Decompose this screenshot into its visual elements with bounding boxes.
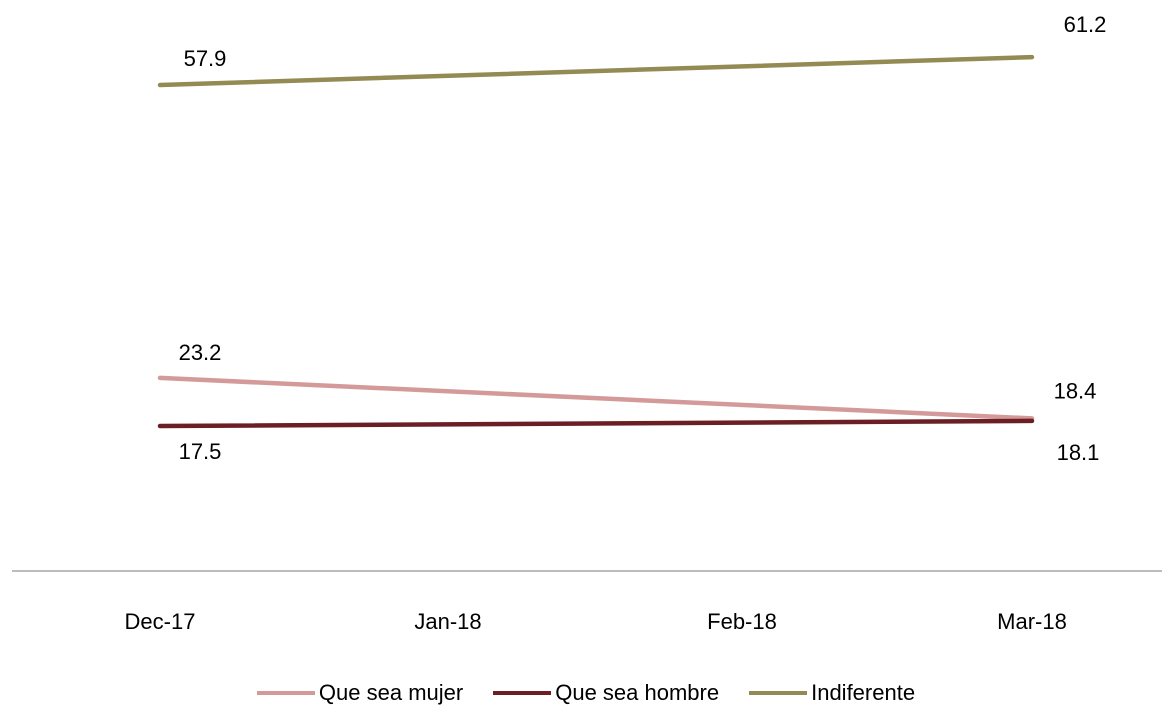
line-chart: Dec-17 Jan-18 Feb-18 Mar-18 23.2 18.4 17.5 18.…	[12, 12, 1162, 634]
series-line-que-sea-mujer	[157, 375, 1035, 421]
legend-label-que-sea-hombre: Que sea hombre	[555, 680, 720, 705]
legend-swatch-que-sea-hombre	[493, 691, 552, 695]
series-group	[157, 54, 1035, 429]
x-tick-mar-18: Mar-18	[997, 609, 1067, 634]
data-label-que-sea-hombre-dec-17: 17.5	[179, 439, 222, 464]
legend: Que sea mujer Que sea hombre Indiferente	[0, 677, 1172, 709]
data-label-que-sea-mujer-dec-17: 23.2	[179, 340, 222, 365]
x-tick-dec-17: Dec-17	[125, 609, 196, 634]
x-axis-ticks: Dec-17 Jan-18 Feb-18 Mar-18	[125, 609, 1067, 634]
legend-label-que-sea-mujer: Que sea mujer	[318, 680, 464, 705]
legend-label-indiferente: Indiferente	[811, 680, 916, 705]
data-label-indiferente-dec-17: 57.9	[184, 46, 227, 71]
legend-swatch-que-sea-mujer	[256, 691, 315, 695]
data-label-que-sea-mujer-mar-18: 18.4	[1054, 378, 1097, 403]
legend-item-que-sea-hombre: Que sea hombre	[493, 680, 719, 706]
legend-item-que-sea-mujer: Que sea mujer	[256, 680, 464, 706]
x-tick-jan-18: Jan-18	[414, 609, 481, 634]
series-line-que-sea-hombre	[157, 418, 1035, 429]
x-tick-feb-18: Feb-18	[707, 609, 777, 634]
series-line-indiferente	[157, 54, 1035, 88]
data-label-indiferente-mar-18: 61.2	[1064, 12, 1107, 37]
data-label-que-sea-hombre-mar-18: 18.1	[1057, 440, 1100, 465]
data-labels: 23.2 18.4 17.5 18.1 57.9 61.2	[179, 12, 1107, 465]
legend-item-indiferente: Indiferente	[749, 680, 915, 706]
legend-swatch-indiferente	[749, 691, 808, 695]
